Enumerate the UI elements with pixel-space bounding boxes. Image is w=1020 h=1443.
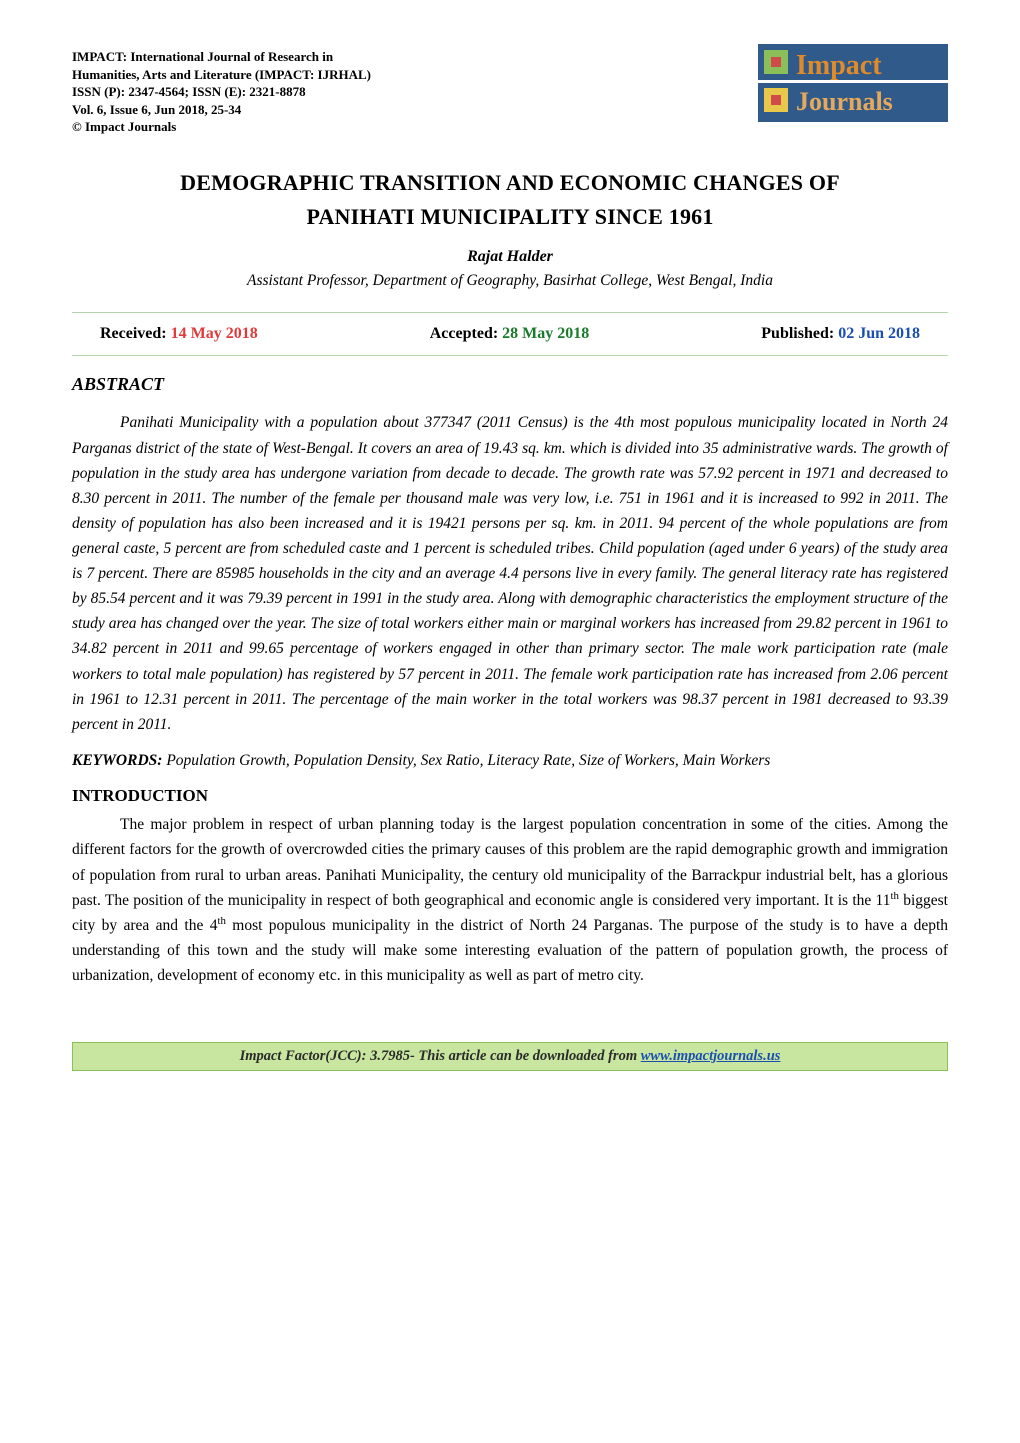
accepted-value: 28 May 2018	[502, 325, 589, 342]
received-date: Received: 14 May 2018	[100, 325, 258, 343]
page-root: IMPACT: International Journal of Researc…	[0, 0, 1020, 1443]
footer-link[interactable]: www.impactjournals.us	[641, 1048, 781, 1064]
author-affiliation: Assistant Professor, Department of Geogr…	[72, 272, 948, 290]
divider-bottom	[72, 355, 948, 356]
journal-line-2: Humanities, Arts and Literature (IMPACT:…	[72, 66, 371, 84]
accepted-label: Accepted:	[430, 325, 502, 342]
journal-line-3: ISSN (P): 2347-4564; ISSN (E): 2321-8878	[72, 83, 371, 101]
introduction-body: The major problem in respect of urban pl…	[72, 812, 948, 988]
abstract-body: Panihati Municipality with a population …	[72, 410, 948, 736]
intro-text-1: The major problem in respect of urban pl…	[72, 816, 948, 908]
keywords-line: KEYWORDS: Population Growth, Population …	[72, 752, 948, 770]
journal-meta: IMPACT: International Journal of Researc…	[72, 48, 371, 136]
paper-title-line-1: DEMOGRAPHIC TRANSITION AND ECONOMIC CHAN…	[72, 166, 948, 200]
paper-title-line-2: PANIHATI MUNICIPALITY SINCE 1961	[72, 200, 948, 234]
intro-sup-11: th	[890, 890, 898, 902]
divider-top	[72, 312, 948, 313]
journal-line-4: Vol. 6, Issue 6, Jun 2018, 25-34	[72, 101, 371, 119]
accepted-date: Accepted: 28 May 2018	[430, 325, 590, 343]
published-value: 02 Jun 2018	[838, 325, 920, 342]
published-date: Published: 02 Jun 2018	[761, 325, 920, 343]
dates-row: Received: 14 May 2018 Accepted: 28 May 2…	[72, 319, 948, 349]
introduction-heading: INTRODUCTION	[72, 786, 948, 806]
footer-text: Impact Factor(JCC): 3.7985- This article…	[240, 1048, 641, 1064]
impact-logo-icon: Impact Journals	[758, 44, 948, 122]
author-name: Rajat Halder	[72, 248, 948, 266]
keywords-label: KEYWORDS:	[72, 752, 166, 769]
journal-logo: Impact Journals	[758, 44, 948, 127]
journal-line-1: IMPACT: International Journal of Researc…	[72, 48, 371, 66]
svg-text:Impact: Impact	[796, 50, 882, 81]
footer-bar: Impact Factor(JCC): 3.7985- This article…	[72, 1042, 948, 1071]
title-block: DEMOGRAPHIC TRANSITION AND ECONOMIC CHAN…	[72, 166, 948, 234]
received-label: Received:	[100, 325, 171, 342]
svg-text:Journals: Journals	[796, 87, 893, 116]
journal-line-5: © Impact Journals	[72, 118, 371, 136]
received-value: 14 May 2018	[171, 325, 258, 342]
published-label: Published:	[761, 325, 838, 342]
keywords-text: Population Growth, Population Density, S…	[166, 752, 770, 769]
intro-sup-4: th	[217, 915, 225, 927]
abstract-heading: ABSTRACT	[72, 374, 948, 395]
header-row: IMPACT: International Journal of Researc…	[72, 48, 948, 136]
